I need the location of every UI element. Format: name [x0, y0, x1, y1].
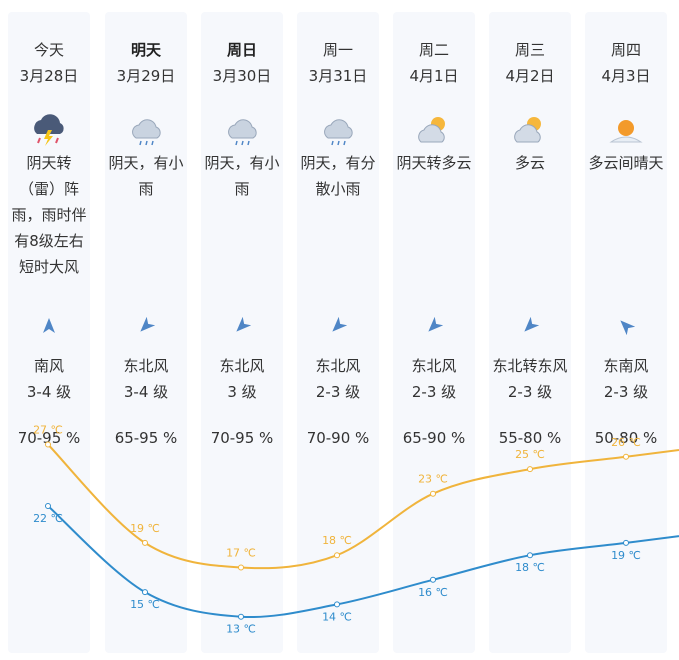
partly-cloudy-icon — [512, 112, 548, 148]
day-column: 周三 4月2日多云东北转东风 2-3 级 55-80 % — [489, 12, 571, 653]
low-temp-point — [623, 539, 629, 546]
low-temp-point — [142, 589, 148, 596]
wind-direction: 东北风 — [219, 357, 265, 375]
date-label: 3月30日 — [212, 67, 272, 85]
high-temp-label: 19 ℃ — [130, 522, 160, 535]
wind-direction: 东北风 — [411, 357, 457, 375]
humidity: 65-95 % — [114, 429, 178, 447]
day-label: 今天 — [33, 41, 64, 59]
thunderstorm-icon — [31, 112, 67, 148]
wind-direction-icon — [425, 316, 444, 335]
wind-level: 2-3 级 — [411, 383, 457, 401]
wind-direction: 南风 — [33, 357, 64, 375]
humidity: 55-80 % — [498, 429, 562, 447]
high-temp-point — [45, 441, 51, 448]
day-column: 今天 3月28日阴天转（雷）阵雨，雨时伴有8级左右短时大风南风 3-4 级 70-95… — [8, 12, 90, 653]
high-temp-label: 18 ℃ — [322, 534, 352, 547]
low-temp-point — [527, 552, 533, 559]
light-rain-icon — [320, 112, 356, 148]
low-temp-label: 15 ℃ — [130, 598, 160, 611]
wind-direction: 东北风 — [315, 357, 361, 375]
high-temp-label: 17 ℃ — [226, 547, 256, 560]
high-temp-label: 26 ℃ — [611, 436, 641, 449]
high-temp-line — [47, 443, 679, 570]
weather-description: 多云间晴天 — [588, 154, 664, 172]
date-label: 4月2日 — [505, 67, 555, 85]
day-column: 周二 4月1日阴天转多云东北风 2-3 级 65-90 % — [393, 12, 475, 653]
wind-direction-icon — [329, 316, 348, 335]
humidity: 70-95 % — [210, 429, 274, 447]
date-label: 4月1日 — [409, 67, 459, 85]
date-label: 3月31日 — [308, 67, 368, 85]
high-temp-point — [238, 564, 244, 571]
low-temp-label: 19 ℃ — [611, 549, 641, 562]
day-label: 明天 — [130, 41, 161, 59]
humidity: 65-90 % — [402, 429, 466, 447]
wind-level: 2-3 级 — [507, 383, 553, 401]
sunny-cloudy-icon — [608, 112, 644, 148]
day-label: 周日 — [226, 41, 257, 59]
wind-level: 2-3 级 — [315, 383, 361, 401]
wind-direction-icon — [137, 316, 156, 335]
date-label: 4月3日 — [601, 67, 651, 85]
high-temp-point — [527, 466, 533, 473]
wind-direction-icon — [40, 317, 58, 335]
day-label: 周一 — [322, 41, 353, 59]
date-label: 3月29日 — [116, 67, 176, 85]
weather-description: 阴天，有分散小雨 — [300, 154, 376, 198]
day-label: 周四 — [610, 41, 641, 59]
low-temp-label: 18 ℃ — [515, 561, 545, 574]
partly-cloudy-icon — [416, 112, 452, 148]
day-column: 周一 3月31日阴天，有分散小雨东北风 2-3 级 70-90 % — [297, 12, 379, 653]
high-temp-point — [142, 539, 148, 546]
light-rain-icon — [224, 112, 260, 148]
high-temp-label: 23 ℃ — [418, 473, 448, 486]
high-temp-point — [334, 552, 340, 559]
high-temp-label: 25 ℃ — [515, 448, 545, 461]
wind-direction: 东北风 — [123, 357, 169, 375]
day-label: 周二 — [418, 41, 449, 59]
low-temp-point — [238, 613, 244, 620]
weather-description: 多云 — [514, 154, 545, 172]
low-temp-point — [334, 601, 340, 608]
low-temp-point — [45, 503, 51, 509]
low-temp-point — [430, 576, 436, 583]
low-temp-label: 22 ℃ — [33, 512, 63, 525]
humidity: 50-80 % — [594, 429, 658, 447]
wind-direction: 东北转东风 — [492, 357, 568, 375]
humidity: 70-95 % — [17, 429, 81, 447]
wind-direction: 东南风 — [603, 357, 649, 375]
weather-description: 阴天，有小雨 — [108, 154, 184, 198]
wind-level: 2-3 级 — [603, 383, 649, 401]
date-label: 3月28日 — [19, 67, 79, 85]
high-temp-point — [623, 453, 629, 460]
low-temp-label: 13 ℃ — [226, 623, 256, 636]
weather-description: 阴天转（雷）阵雨，雨时伴有8级左右短时大风 — [11, 154, 87, 276]
wind-direction-icon — [233, 316, 252, 335]
wind-level: 3-4 级 — [123, 383, 169, 401]
low-temp-label: 14 ℃ — [322, 610, 352, 623]
wind-direction-icon — [521, 316, 540, 335]
high-temp-label: 27 ℃ — [33, 424, 63, 437]
wind-level: 3-4 级 — [26, 383, 72, 401]
weather-description: 阴天，有小雨 — [204, 154, 280, 198]
light-rain-icon — [128, 112, 164, 148]
wind-level: 3 级 — [227, 383, 257, 401]
day-label: 周三 — [514, 41, 545, 59]
day-column: 明天 3月29日阴天，有小雨东北风 3-4 级 65-95 % — [105, 12, 187, 653]
humidity: 70-90 % — [306, 429, 370, 447]
high-temp-point — [430, 490, 436, 497]
low-temp-label: 16 ℃ — [418, 586, 448, 599]
day-column: 周日 3月30日阴天，有小雨东北风 3 级 70-95 % — [201, 12, 283, 653]
weather-description: 阴天转多云 — [396, 154, 472, 172]
wind-direction-icon — [617, 317, 636, 336]
